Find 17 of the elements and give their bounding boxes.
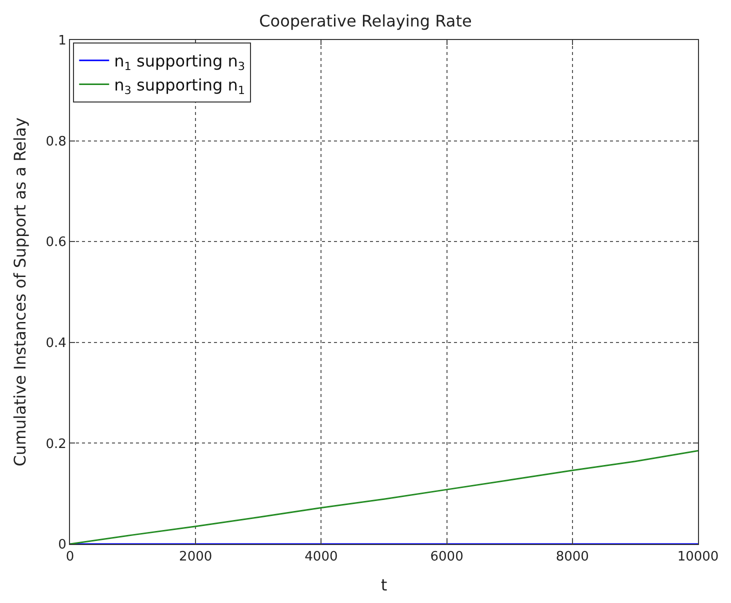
y-tick-label: 1	[58, 34, 66, 49]
legend-label: n$_{1}$ supporting n$_{3}$	[114, 52, 246, 74]
x-tick-label: 8000	[556, 550, 589, 565]
y-tick-label: 0.2	[46, 436, 66, 452]
x-tick-label: 10000	[677, 550, 719, 565]
x-axis-title: t	[380, 575, 388, 594]
x-tick-label: 4000	[304, 550, 338, 565]
legend-label: n$_{3}$ supporting n$_{1}$	[114, 75, 246, 97]
y-tick-label: 0.4	[46, 336, 66, 351]
chart-title: Cooperative Relaying Rate	[259, 11, 472, 30]
line-series	[70, 450, 698, 544]
y-axis-title: Cumulative Instances of Support as a Relay	[10, 118, 30, 466]
x-tick-label: 6000	[430, 550, 464, 565]
x-tick-label: 2000	[179, 550, 212, 565]
y-tick-label: 0.6	[46, 235, 66, 250]
y-tick-label: 0.8	[46, 134, 66, 150]
y-tick-label: 0	[58, 538, 66, 553]
